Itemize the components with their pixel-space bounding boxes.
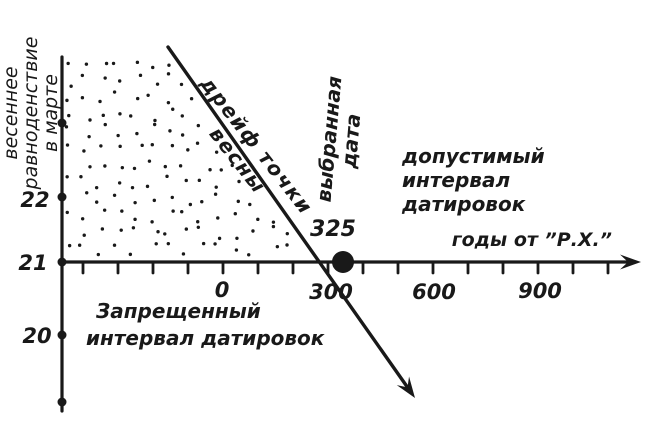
- y-tick-label-22: 22: [20, 188, 50, 212]
- x-axis-title: годы от ”Р.Х.”: [451, 229, 612, 251]
- y-tick-label-20: 20: [22, 324, 52, 348]
- x-tick-label-0: 0: [214, 278, 230, 302]
- allowed-interval-label: допустимый интервал датировок: [402, 144, 545, 216]
- forbidden-interval-label: Запрещенный интервал датировок: [86, 299, 325, 350]
- chosen-date-value: 325: [310, 217, 356, 242]
- y-tick-label-21: 21: [18, 251, 48, 275]
- y-axis-title: весеннее равноденствие в марте: [0, 36, 62, 190]
- x-tick-label-300: 300: [309, 280, 353, 304]
- x-tick-label-900: 900: [518, 279, 562, 303]
- x-tick-label-600: 600: [412, 280, 456, 304]
